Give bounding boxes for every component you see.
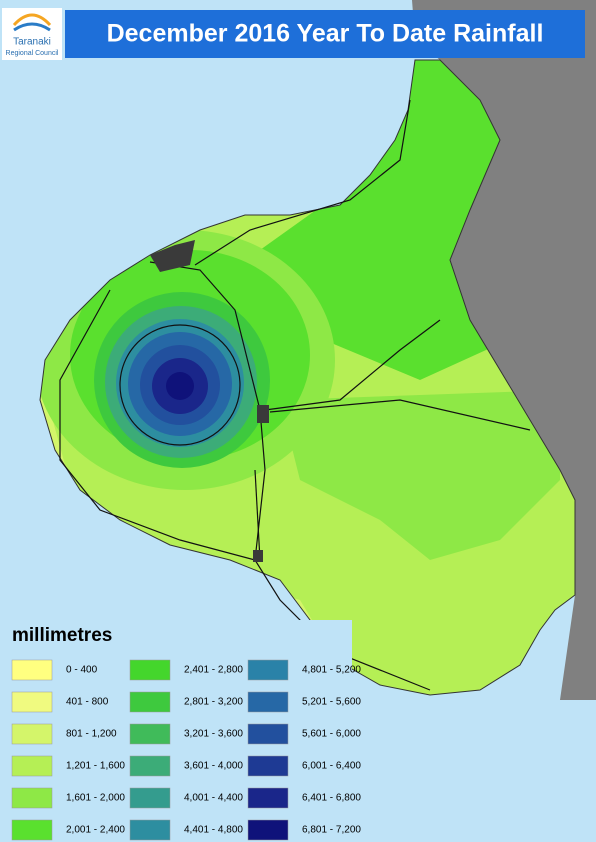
- neighbour-region: [412, 0, 596, 700]
- legend-swatch: [129, 755, 171, 777]
- logo-text: Taranaki: [13, 37, 51, 48]
- legend-label: 401 - 800: [66, 697, 109, 708]
- legend-swatch: [11, 819, 53, 841]
- legend-swatch: [11, 723, 53, 745]
- road: [254, 469, 261, 561]
- legend-label: 2,401 - 2,800: [184, 665, 243, 676]
- towns: [150, 240, 269, 562]
- legend-label: 6,001 - 6,400: [302, 761, 361, 772]
- legend-label: 5,201 - 5,600: [302, 697, 361, 708]
- legend-swatch: [129, 691, 171, 713]
- legend-swatch: [247, 755, 289, 777]
- legend-label: 3,201 - 3,600: [184, 729, 243, 740]
- legend-swatch: [247, 787, 289, 809]
- legend-swatch: [129, 659, 171, 681]
- legend-swatch: [11, 755, 53, 777]
- title-bar: [65, 10, 585, 58]
- legend-label: 4,001 - 4,400: [184, 793, 243, 804]
- legend-swatch: [247, 819, 289, 841]
- legend-swatch: [247, 659, 289, 681]
- legend-label: 5,601 - 6,000: [302, 729, 361, 740]
- legend-label: 0 - 400: [66, 665, 98, 676]
- zone: [280, 390, 560, 560]
- legend-label: 6,401 - 6,800: [302, 793, 361, 804]
- legend-label: 1,601 - 2,000: [66, 793, 125, 804]
- road: [269, 399, 531, 431]
- legend-swatch: [247, 691, 289, 713]
- town: [253, 550, 263, 562]
- town: [257, 405, 269, 423]
- zone: [166, 372, 194, 400]
- legend-swatch: [129, 787, 171, 809]
- legend-swatch: [11, 691, 53, 713]
- legend-title: millimetres: [12, 625, 112, 646]
- logo-arc: [12, 13, 52, 27]
- legend-swatch: [247, 723, 289, 745]
- legend-label: 1,201 - 1,600: [66, 761, 125, 772]
- legend-label: 4,401 - 4,800: [184, 825, 243, 836]
- legend-label: 4,801 - 5,200: [302, 665, 361, 676]
- logo-text: Regional Council: [6, 50, 59, 57]
- title: December 2016 Year To Date Rainfall: [107, 20, 544, 48]
- legend-label: 2,001 - 2,400: [66, 825, 125, 836]
- road: [264, 319, 441, 411]
- road: [194, 99, 411, 266]
- legend-swatch: [11, 787, 53, 809]
- legend-label: 6,801 - 7,200: [302, 825, 361, 836]
- legend-label: 3,601 - 4,000: [184, 761, 243, 772]
- logo-wave: [13, 22, 51, 32]
- legend-background: [0, 620, 352, 842]
- legend-label: 801 - 1,200: [66, 729, 117, 740]
- park-boundary: [119, 324, 241, 446]
- legend-swatch: [129, 819, 171, 841]
- town: [150, 240, 195, 272]
- legend-swatch: [11, 659, 53, 681]
- legend-label: 2,801 - 3,200: [184, 697, 243, 708]
- legend: 0 - 400 401 - 800 801 - 1,200 1,201 - 1,600…: [11, 659, 361, 841]
- road: [59, 289, 256, 561]
- logo: [2, 8, 62, 60]
- legend-swatch: [129, 723, 171, 745]
